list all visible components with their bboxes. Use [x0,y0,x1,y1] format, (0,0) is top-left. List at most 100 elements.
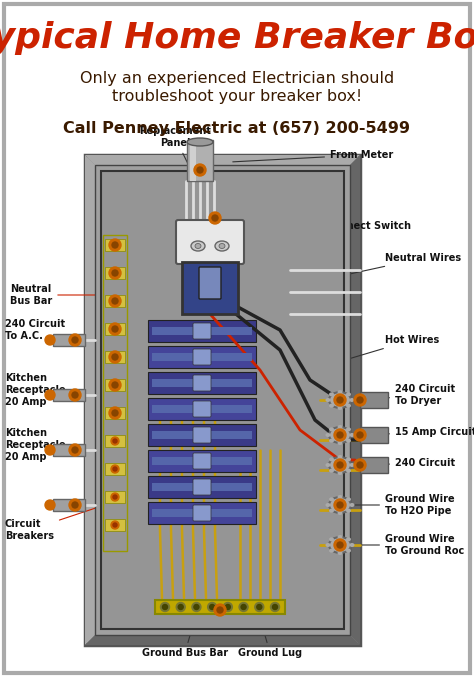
FancyBboxPatch shape [105,379,125,391]
FancyBboxPatch shape [105,491,125,503]
Circle shape [109,407,121,419]
Ellipse shape [329,403,334,408]
Text: Hot Wires: Hot Wires [347,335,439,359]
Ellipse shape [335,396,345,404]
FancyBboxPatch shape [182,262,238,314]
Circle shape [208,603,217,611]
Circle shape [241,605,246,609]
FancyBboxPatch shape [105,323,125,335]
Ellipse shape [329,427,351,443]
Circle shape [111,325,119,333]
Ellipse shape [337,441,343,445]
Circle shape [112,382,118,388]
Ellipse shape [337,551,343,555]
Ellipse shape [329,457,351,473]
Circle shape [111,493,119,501]
Circle shape [113,439,117,443]
Ellipse shape [326,398,330,402]
Circle shape [209,212,221,224]
Circle shape [161,603,170,611]
Circle shape [113,355,117,359]
Circle shape [212,215,218,221]
Circle shape [111,353,119,361]
Text: Call Penney Electric at (657) 200-5499: Call Penney Electric at (657) 200-5499 [64,121,410,135]
Circle shape [113,523,117,527]
Circle shape [72,502,78,508]
FancyBboxPatch shape [193,349,211,365]
FancyBboxPatch shape [193,323,211,339]
Circle shape [72,392,78,398]
Ellipse shape [329,458,334,461]
Ellipse shape [326,463,330,467]
Circle shape [194,605,199,609]
Ellipse shape [346,439,351,443]
Ellipse shape [349,433,355,437]
FancyBboxPatch shape [148,476,256,498]
Circle shape [176,603,185,611]
FancyBboxPatch shape [105,351,125,363]
Circle shape [113,299,117,303]
Circle shape [112,326,118,332]
Ellipse shape [329,498,334,502]
Ellipse shape [219,244,225,248]
Circle shape [111,381,119,389]
Ellipse shape [191,241,205,251]
FancyBboxPatch shape [152,509,252,517]
Circle shape [337,432,343,438]
Circle shape [69,334,81,346]
FancyBboxPatch shape [193,479,211,495]
Circle shape [112,242,118,248]
Circle shape [112,410,118,416]
Text: Typical Home Breaker Box: Typical Home Breaker Box [0,21,474,55]
Circle shape [111,409,119,417]
Text: Kitchen
Receptacle
20 Amp: Kitchen Receptacle 20 Amp [5,429,72,462]
Text: troubleshoot your breaker box!: troubleshoot your breaker box! [112,89,362,104]
Ellipse shape [215,241,229,251]
FancyBboxPatch shape [95,165,350,635]
Circle shape [45,390,55,400]
Circle shape [239,603,248,611]
Text: Ground Lug: Ground Lug [238,603,302,658]
FancyBboxPatch shape [105,239,125,251]
FancyBboxPatch shape [152,483,252,491]
Ellipse shape [337,406,343,410]
Circle shape [113,243,117,247]
Ellipse shape [337,471,343,475]
FancyBboxPatch shape [85,155,360,645]
Circle shape [357,462,363,468]
Ellipse shape [329,468,334,473]
Circle shape [69,444,81,456]
FancyBboxPatch shape [105,519,125,531]
Ellipse shape [329,537,351,553]
FancyBboxPatch shape [105,267,125,279]
Circle shape [113,271,117,275]
FancyBboxPatch shape [148,346,256,368]
Text: Ground Wire
To H2O Pipe: Ground Wire To H2O Pipe [343,494,455,516]
Ellipse shape [349,503,355,507]
Text: Neutral Wires: Neutral Wires [348,253,461,274]
Circle shape [45,500,55,510]
Circle shape [337,462,343,468]
Circle shape [163,605,167,609]
Ellipse shape [329,508,334,512]
Ellipse shape [329,538,334,542]
Ellipse shape [349,398,355,402]
Ellipse shape [329,392,351,408]
FancyBboxPatch shape [360,427,388,443]
Circle shape [210,605,215,609]
Ellipse shape [195,244,201,248]
Circle shape [255,603,264,611]
Ellipse shape [346,548,351,552]
Ellipse shape [346,393,351,396]
Text: Only an experienced Electrician should: Only an experienced Electrician should [80,70,394,85]
Ellipse shape [335,431,345,439]
Circle shape [112,354,118,360]
Circle shape [337,542,343,548]
FancyBboxPatch shape [193,427,211,443]
Circle shape [72,447,78,453]
Ellipse shape [337,390,343,394]
FancyBboxPatch shape [148,424,256,446]
Circle shape [214,604,226,616]
Circle shape [111,297,119,305]
Circle shape [109,323,121,335]
